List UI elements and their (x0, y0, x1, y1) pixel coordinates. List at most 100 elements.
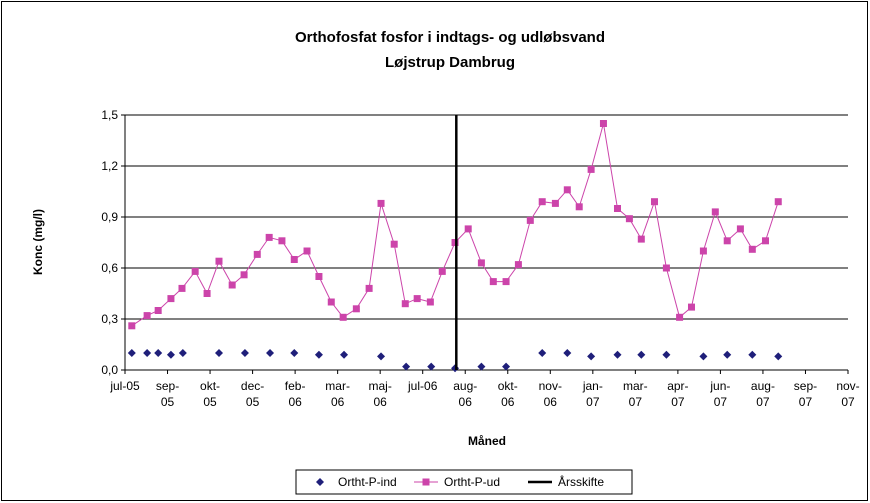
point (676, 313, 684, 321)
y-tick-label: 0,0 (101, 363, 118, 377)
point (401, 300, 409, 308)
point (489, 278, 497, 286)
point (711, 208, 719, 216)
point (613, 205, 621, 212)
x-tick-label: okt-05 (200, 379, 220, 409)
point (154, 349, 163, 357)
x-tick-label: aug-06 (453, 379, 477, 409)
x-tick-label: jul-05 (109, 379, 140, 393)
point (290, 349, 299, 357)
y-tick-label: 1,5 (101, 108, 118, 122)
x-tick-label: mar-07 (623, 379, 648, 409)
point (514, 261, 522, 269)
point (748, 245, 756, 253)
point (253, 250, 261, 258)
point (402, 362, 411, 371)
x-tick-label: jul-06 (407, 379, 438, 393)
point (477, 362, 486, 371)
legend-box (295, 469, 633, 495)
point (502, 362, 511, 371)
x-tick-label: dec-05 (241, 379, 264, 409)
point (377, 352, 386, 361)
point (563, 349, 572, 357)
x-tick-label: sep-07 (794, 379, 817, 409)
x-tick-label: nov-07 (836, 379, 859, 409)
point (340, 350, 349, 359)
x-tick-label: maj-06 (369, 379, 392, 409)
point (451, 239, 459, 246)
point (290, 256, 298, 263)
point (365, 284, 373, 292)
point (538, 198, 546, 206)
point (736, 225, 744, 233)
y-tick-label: 0,9 (101, 210, 118, 224)
y-tick-label: 1,2 (101, 159, 118, 173)
x-tick-label: aug-07 (751, 379, 775, 409)
point (662, 350, 671, 359)
point (426, 298, 434, 306)
point (637, 235, 645, 243)
point (240, 271, 248, 279)
point (266, 349, 275, 357)
point (167, 295, 175, 303)
point (563, 186, 571, 194)
point (214, 349, 223, 357)
point (377, 199, 385, 207)
point (575, 203, 583, 211)
legend-label: Årsskifte (558, 474, 604, 489)
point (143, 312, 151, 320)
point (723, 350, 732, 359)
legend-marker (422, 478, 430, 486)
point (774, 198, 782, 206)
x-tick-label: jan-07 (582, 379, 603, 409)
point (390, 240, 398, 248)
point (438, 267, 446, 275)
point (154, 307, 162, 314)
point (687, 303, 695, 311)
x-axis-label: Måned (468, 434, 506, 448)
point (637, 350, 646, 359)
x-tick-label: apr-07 (667, 379, 688, 409)
chart-title: Orthofosfat fosfor i indtags- og udløbsv… (295, 29, 605, 46)
point (699, 352, 708, 361)
point (464, 225, 472, 233)
point (587, 352, 596, 361)
point (723, 237, 731, 245)
point (339, 313, 347, 321)
legend-marker (316, 478, 324, 486)
x-tick-label: mar-06 (325, 379, 350, 409)
point (413, 295, 421, 303)
point (699, 247, 707, 255)
point (774, 352, 783, 361)
point (203, 290, 211, 297)
legend-label: Ortht-P-ud (444, 475, 500, 489)
point (166, 350, 175, 359)
point (502, 278, 510, 286)
point (662, 264, 670, 272)
point (748, 350, 757, 359)
point (240, 349, 249, 357)
point (128, 322, 136, 330)
point (761, 237, 769, 245)
point (303, 247, 311, 255)
x-tick-label: okt-06 (498, 379, 518, 409)
x-tick-label: nov-06 (539, 379, 562, 409)
x-tick-label: feb-06 (285, 379, 306, 409)
point (278, 237, 286, 245)
point (613, 350, 622, 359)
point (143, 349, 152, 357)
x-tick-label: sep-05 (156, 379, 179, 409)
point (265, 233, 273, 241)
point (551, 199, 559, 207)
point (228, 281, 236, 289)
point (178, 349, 187, 357)
point (538, 349, 547, 357)
point (587, 165, 595, 173)
point (477, 259, 485, 267)
point (314, 350, 323, 359)
y-axis-label: Konc (mg/l) (31, 209, 45, 275)
point (599, 120, 607, 127)
point (315, 273, 323, 280)
